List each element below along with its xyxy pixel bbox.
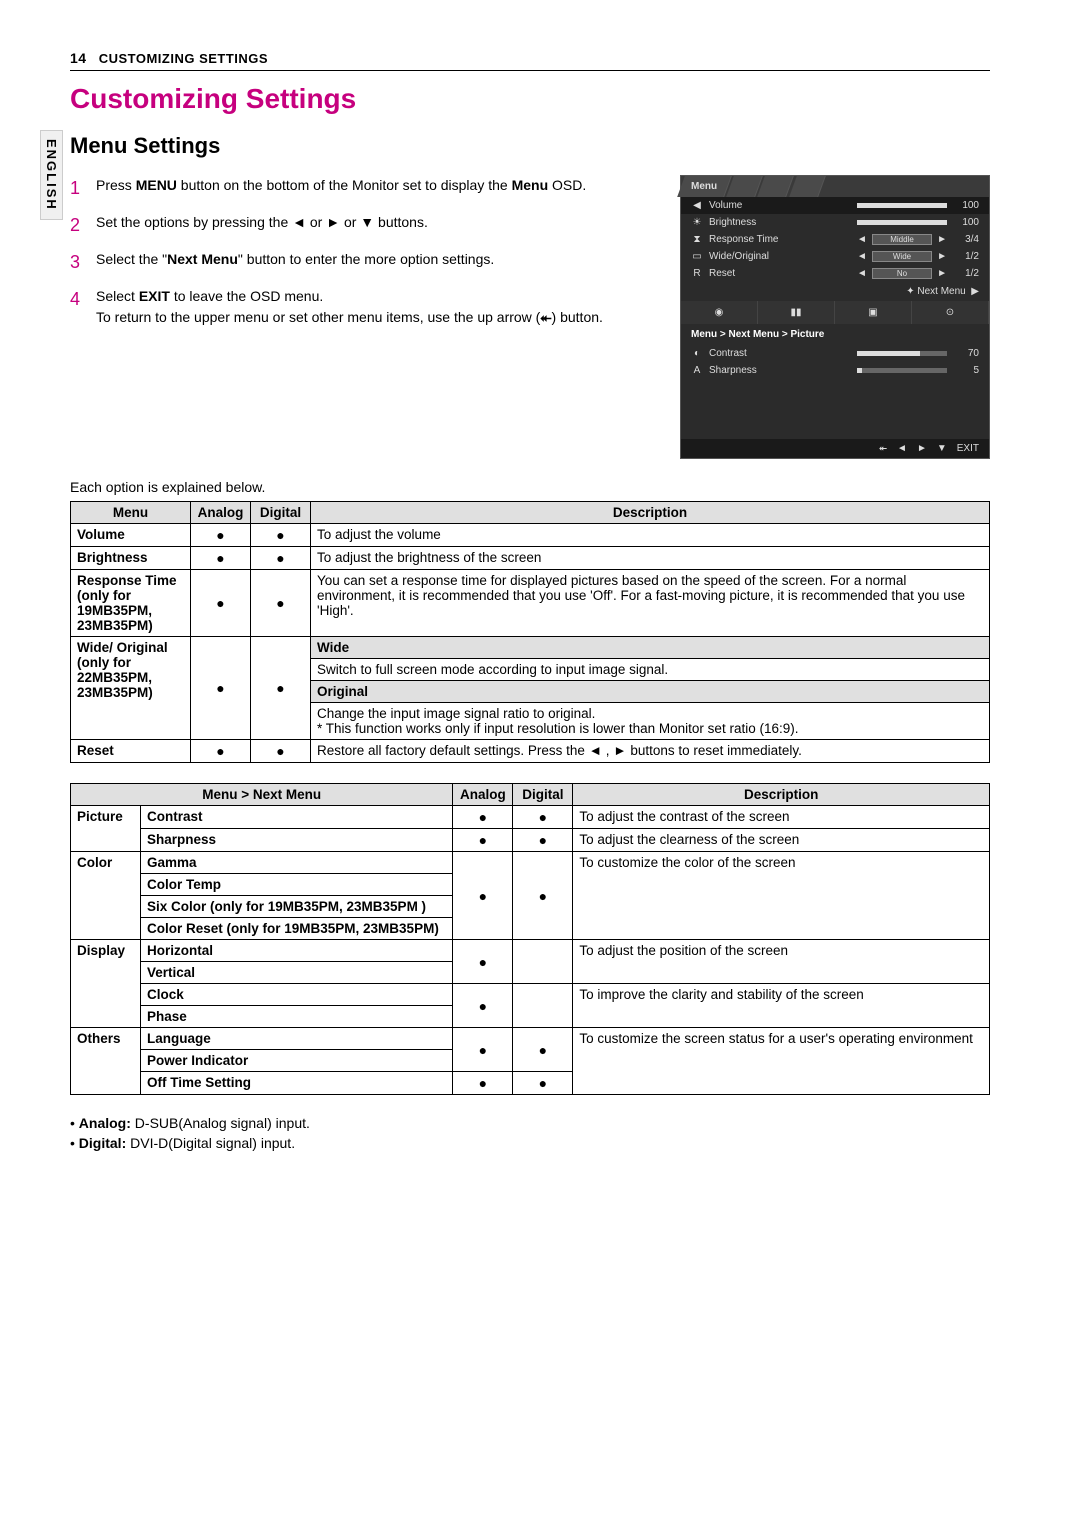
right-arrow-icon: ► (917, 443, 927, 454)
next-menu-table: Menu > Next MenuAnalogDigitalDescription… (70, 783, 990, 1095)
explain-text: Each option is explained below. (70, 479, 990, 495)
left-arrow-icon: ◄ (897, 443, 907, 454)
osd-next-menu: ✦ Next Menu ▶ (681, 282, 989, 301)
osd-row: ASharpness5 (681, 362, 989, 379)
osd-row: ☀Brightness100 (681, 214, 989, 231)
steps-list: 1 Press MENU button on the bottom of the … (70, 175, 660, 459)
page-header-text: CUSTOMIZING SETTINGS (99, 51, 268, 66)
osd-exit-row: ⯬ ◄ ► ▼ EXIT (681, 439, 989, 458)
osd-tab-blank (789, 176, 826, 197)
page-number: 14 (70, 50, 87, 66)
osd-exit-label: EXIT (957, 443, 979, 454)
osd-row: ◐Contrast70 (681, 345, 989, 362)
osd-row: RReset◄No►1/2 (681, 265, 989, 282)
page-header: 14 CUSTOMIZING SETTINGS (70, 50, 990, 71)
osd-breadcrumb: Menu > Next Menu > Picture (681, 324, 989, 345)
footnotes: Analog: D-SUB(Analog signal) input. Digit… (70, 1115, 990, 1151)
step-number: 1 (70, 175, 84, 202)
language-tab: ENGLISH (40, 130, 63, 220)
step-number: 3 (70, 249, 84, 276)
osd-nav-icon: ⊙ (912, 301, 989, 324)
step-text: Set the options by pressing the ◄ or ► o… (96, 212, 428, 239)
footnote-item: Analog: D-SUB(Analog signal) input. (84, 1115, 990, 1131)
osd-row: ◀Volume100 (681, 197, 989, 214)
osd-row: ⧗Response Time◄Middle►3/4 (681, 231, 989, 248)
section-subtitle: Menu Settings (70, 133, 990, 159)
osd-nav-icon: ▮▮ (758, 301, 835, 324)
step-text: Select EXIT to leave the OSD menu.To ret… (96, 286, 603, 328)
osd-row: ▭Wide/Original◄Wide►1/2 (681, 248, 989, 265)
page-title: Customizing Settings (70, 83, 990, 115)
step-text: Press MENU button on the bottom of the M… (96, 175, 586, 202)
down-arrow-icon: ▼ (937, 443, 947, 454)
step-number: 4 (70, 286, 84, 328)
osd-tab-menu: Menu (677, 176, 732, 197)
up-arrow-icon: ⯬ (879, 443, 887, 454)
osd-nav-icon: ▣ (835, 301, 912, 324)
step-number: 2 (70, 212, 84, 239)
osd-screenshot: Menu ◀Volume100☀Brightness100⧗Response T… (680, 175, 990, 459)
step-text: Select the "Next Menu" button to enter t… (96, 249, 494, 276)
footnote-item: Digital: DVI-D(Digital signal) input. (84, 1135, 990, 1151)
menu-table: MenuAnalogDigitalDescription Volume●●To … (70, 501, 990, 763)
osd-nav-icon: ◉ (681, 301, 758, 324)
